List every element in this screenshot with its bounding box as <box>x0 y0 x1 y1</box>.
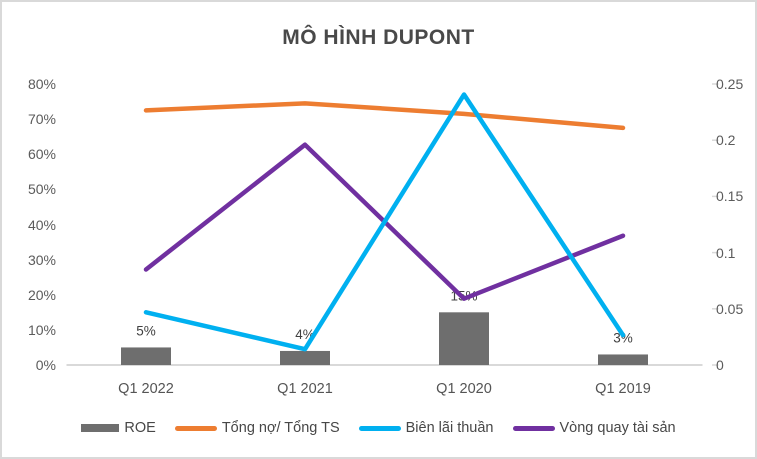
right-axis-tick: 0.2 <box>716 132 736 149</box>
legend-item-0: ROE <box>81 420 156 436</box>
left-axis-tick: 60% <box>27 146 56 163</box>
left-axis-tick: 70% <box>27 111 56 128</box>
legend-item-2: Biên lãi thuần <box>358 420 494 436</box>
legend-label: Tổng nợ/ Tổng TS <box>221 420 340 436</box>
right-axis-tick: 0.05 <box>716 300 744 317</box>
left-axis-tick: 80% <box>27 76 56 92</box>
bar-data-label: 3% <box>613 330 633 345</box>
legend-marker-line <box>512 425 555 431</box>
bar-data-label: 5% <box>136 323 156 338</box>
legend-label: Vòng quay tài sản <box>559 420 676 436</box>
left-axis-tick: 0% <box>35 357 56 373</box>
right-axis-tick: 0.1 <box>716 244 736 261</box>
right-axis-tick: 0 <box>716 357 724 373</box>
legend-item-1: Tổng nợ/ Tổng TS <box>174 420 340 436</box>
left-axis-tick: 50% <box>27 181 56 198</box>
x-axis-label: Q1 2022 <box>118 381 174 397</box>
x-axis-label: Q1 2019 <box>595 381 651 397</box>
left-axis-tick: 30% <box>27 251 56 268</box>
bar-roe <box>121 347 171 365</box>
legend-label: ROE <box>124 420 156 436</box>
legend: ROE Tổng nợ/ Tổng TS Biên lãi thuần Vòng qu… <box>2 415 755 441</box>
legend-marker-line <box>358 425 401 431</box>
x-axis-label: Q1 2020 <box>436 381 492 397</box>
legend-marker-line <box>174 425 217 431</box>
bar-roe <box>598 354 648 365</box>
legend-item-3: Vòng quay tài sản <box>512 420 676 436</box>
legend-label: Biên lãi thuần <box>405 420 494 436</box>
line-series-1 <box>143 101 626 131</box>
line-series-2 <box>143 92 626 352</box>
left-axis-tick: 10% <box>27 321 56 338</box>
right-axis-tick: 0.15 <box>716 188 744 205</box>
legend-marker-swatch <box>81 424 120 432</box>
right-axis-tick: 0.25 <box>716 76 744 92</box>
left-axis-tick: 20% <box>27 286 56 303</box>
bar-roe <box>439 312 489 365</box>
left-axis-tick: 40% <box>27 216 56 233</box>
bar-roe <box>280 350 330 365</box>
chart-title: MÔ HÌNH DUPONT <box>282 26 475 49</box>
x-axis-label: Q1 2021 <box>277 381 333 397</box>
